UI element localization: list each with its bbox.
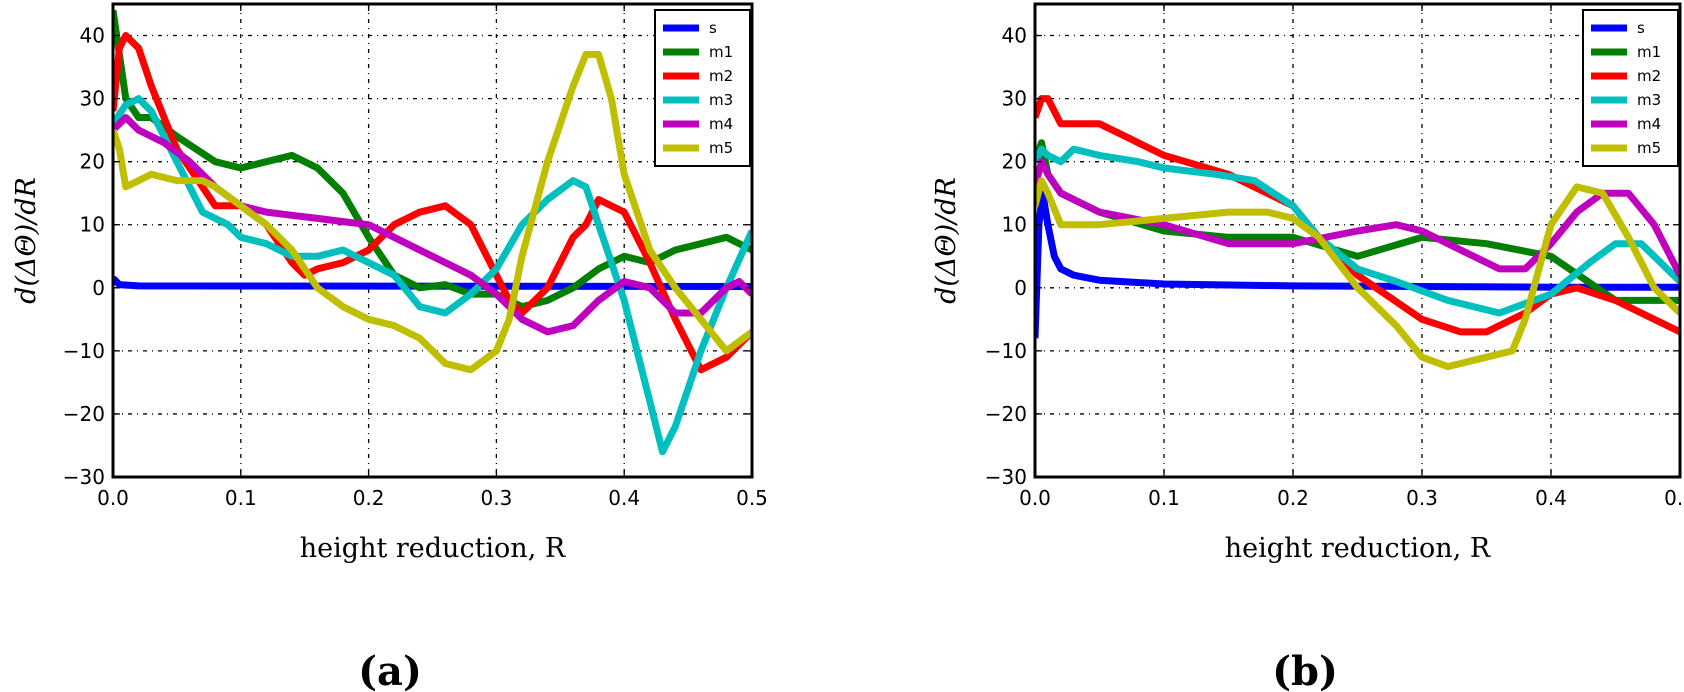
series-line-s	[1035, 189, 1680, 339]
legend-label-m5: m5	[709, 139, 733, 157]
legend-label-m4: m4	[709, 115, 733, 133]
plot-frame	[1033, 2, 1682, 479]
y-tick-label: 0	[92, 276, 105, 300]
x-axis-title: height reduction, R	[300, 533, 566, 564]
series-line-m5	[1035, 177, 1680, 371]
series-line-m4	[113, 114, 752, 336]
y-tick-label: −20	[985, 402, 1027, 426]
legend: s m1 m2 m3 m4 m5	[1582, 9, 1679, 167]
legend: s m1 m2 m3 m4 m5	[654, 9, 751, 167]
legend-label-m2: m2	[1637, 67, 1661, 85]
legend-label-m3: m3	[1637, 91, 1661, 109]
y-tick-label: 20	[80, 150, 105, 174]
legend-label-m1: m1	[1637, 43, 1661, 61]
x-tick-label: 0.5	[1664, 486, 1684, 510]
x-tick-label: 0.1	[225, 486, 257, 510]
legend-label-m1: m1	[709, 43, 733, 61]
y-axis-title: d(ΔΘ)/dR	[931, 177, 962, 304]
y-tick-label: 20	[1002, 150, 1027, 174]
x-tick-label: 0.4	[1535, 486, 1567, 510]
legend-label-s: s	[709, 19, 717, 37]
x-tick-label: 0.0	[97, 486, 129, 510]
legend-label-m3: m3	[709, 91, 733, 109]
x-tick-label: 0.2	[1277, 486, 1309, 510]
series-line-m5	[113, 51, 752, 374]
panel-caption: (a)	[358, 648, 422, 692]
x-tick-label: 0.2	[353, 486, 385, 510]
x-tick-label: 0.3	[480, 486, 512, 510]
y-tick-label: −10	[985, 339, 1027, 363]
y-tick-label: 10	[80, 213, 105, 237]
x-tick-label: 0.5	[736, 486, 768, 510]
y-tick-label: 40	[80, 24, 105, 48]
series-line-m3	[1035, 145, 1680, 317]
x-tick-label: 0.0	[1019, 486, 1051, 510]
y-tick-label: 0	[1014, 276, 1027, 300]
y-tick-label: −20	[63, 402, 105, 426]
y-tick-label: −10	[63, 339, 105, 363]
x-axis-title: height reduction, R	[1225, 533, 1491, 564]
y-tick-label: 40	[1002, 24, 1027, 48]
panel-caption: (b)	[1272, 648, 1338, 692]
y-tick-label: −30	[985, 465, 1027, 489]
y-tick-label: 10	[1002, 213, 1027, 237]
legend-label-s: s	[1637, 19, 1645, 37]
legend-box	[654, 9, 751, 167]
y-axis-title: d(ΔΘ)/dR	[11, 177, 42, 304]
x-tick-label: 0.3	[1406, 486, 1438, 510]
series-line-m3	[113, 95, 752, 456]
y-tick-label: −30	[63, 465, 105, 489]
x-tick-label: 0.4	[608, 486, 640, 510]
plot-frame	[111, 2, 754, 479]
panel-b: 0.0 0.1 0.2 0.3 0.4 0.5 −30 −20 −10 0 10 20 30 40 heig…	[931, 2, 1684, 692]
legend-label-m4: m4	[1637, 115, 1661, 133]
y-tick-label: 30	[80, 87, 105, 111]
legend-box	[1582, 9, 1679, 167]
series-line-m1	[113, 9, 752, 311]
series-line-m4	[1035, 158, 1680, 277]
y-tick-label: 30	[1002, 87, 1027, 111]
legend-label-m5: m5	[1637, 139, 1661, 157]
x-tick-label: 0.1	[1148, 486, 1180, 510]
legend-label-m2: m2	[709, 67, 733, 85]
panel-a: 0.0 0.1 0.2 0.3 0.4 0.5 −30 −20 −10 0 10 20 30 40 heig…	[11, 2, 768, 692]
